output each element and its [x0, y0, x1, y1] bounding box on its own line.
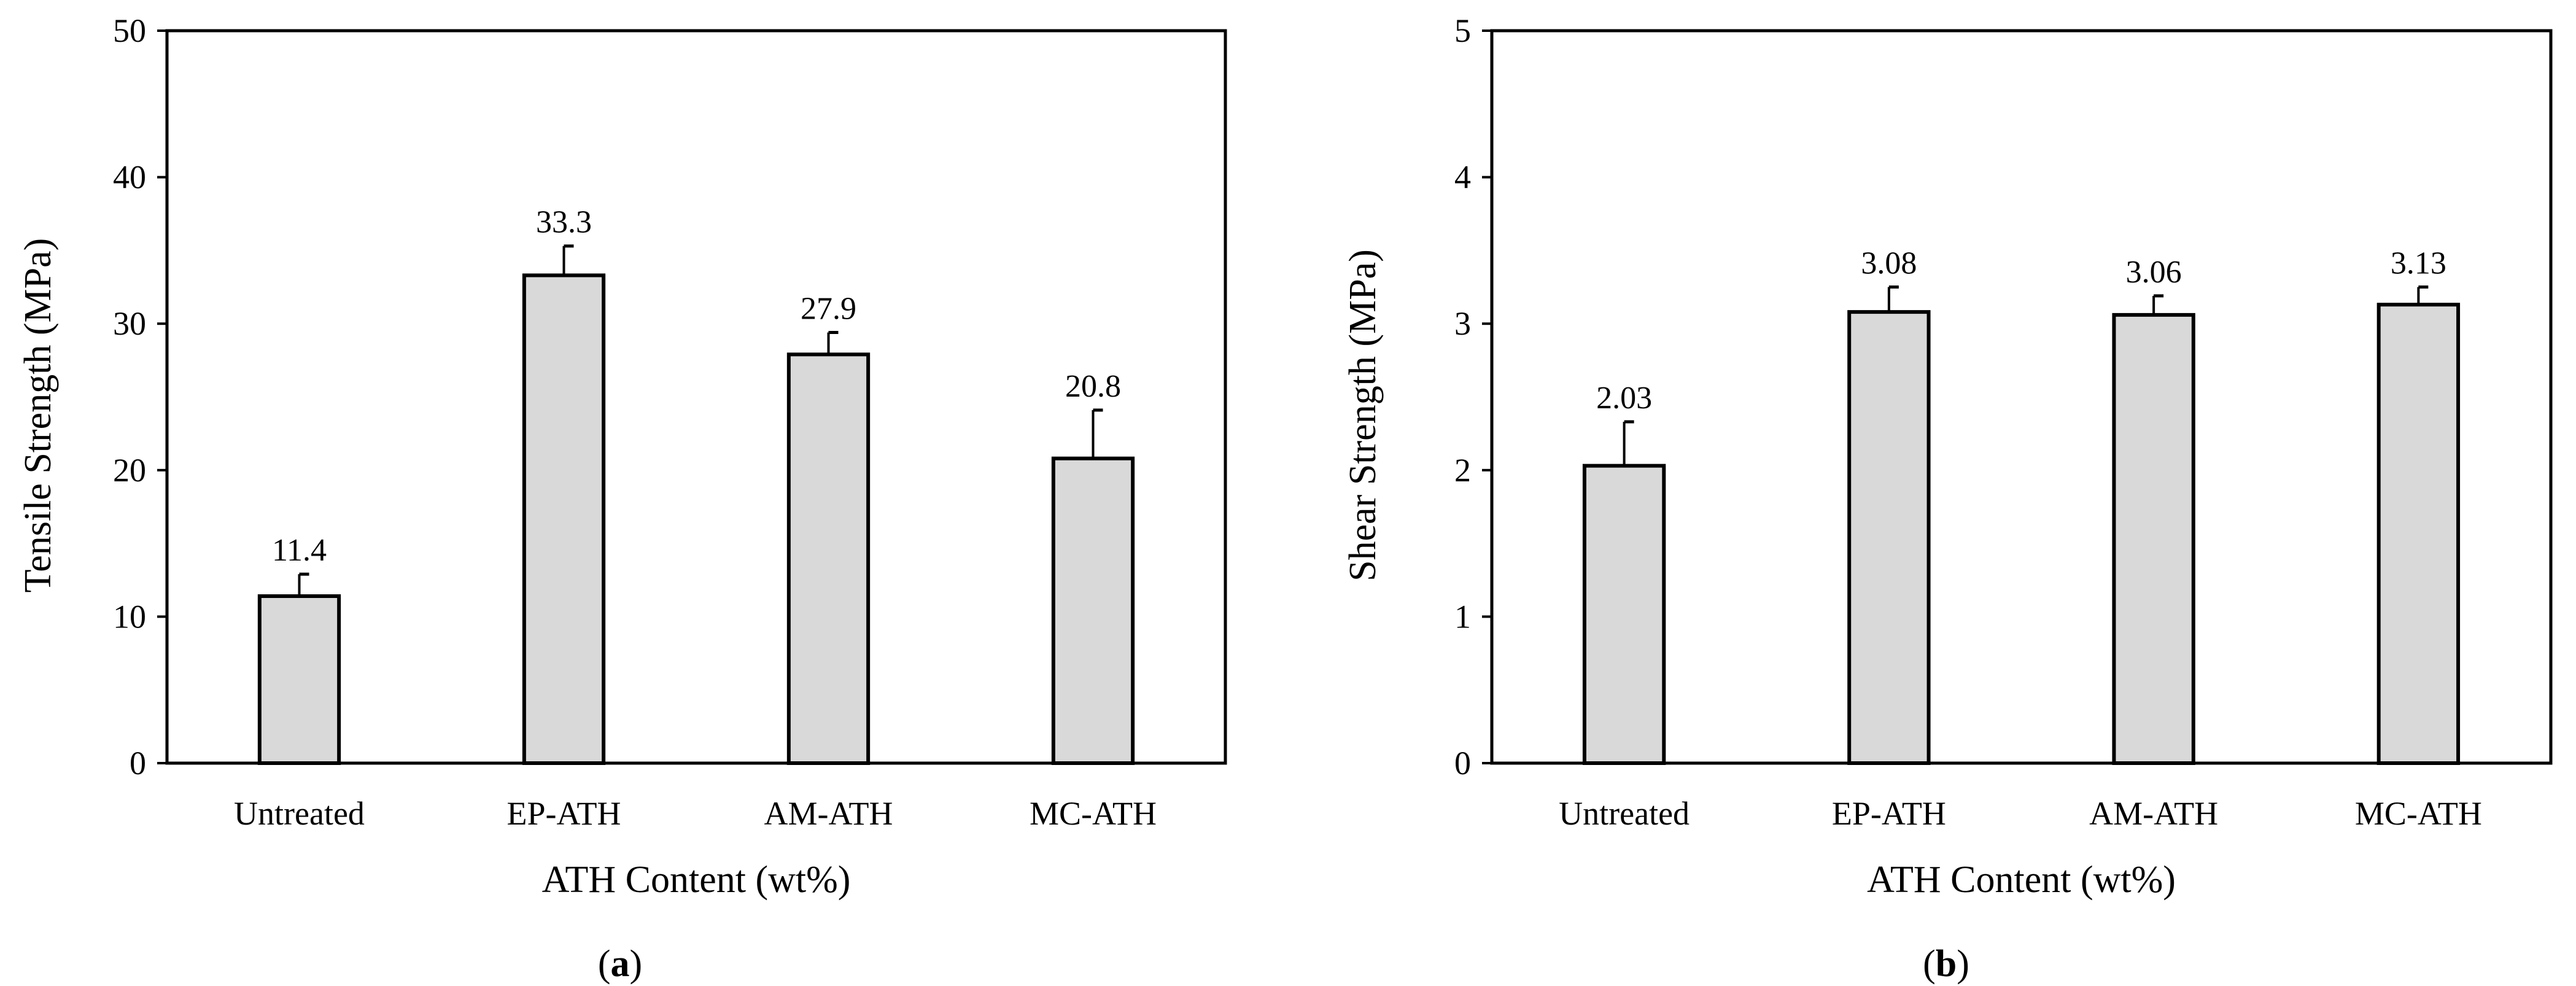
shear-strength-chart: 0 1 2 3 4 5 2.03 Untreated 3.08 EP-ATH 3.06 AM-ATH 3…: [1342, 12, 2553, 901]
bar: [786, 352, 871, 765]
panel-label-b-open: (: [1923, 943, 1936, 985]
data-label: 3.13: [2391, 246, 2446, 281]
x-tick-label: EP-ATH: [507, 795, 621, 832]
x-axis-title: ATH Content (wt%): [1867, 859, 2176, 901]
x-tick-label: AM-ATH: [2089, 795, 2218, 832]
y-tick-label: 20: [113, 452, 146, 489]
y-tick-label: 2: [1454, 452, 1471, 489]
tensile-strength-chart: 0 10 20 30 40 50 11.4 Untreated 33.3 EP-ATH 27.9 AM…: [17, 12, 1227, 901]
x-tick-label: AM-ATH: [764, 795, 893, 832]
y-axis-title: Tensile Strength (MPa): [17, 238, 59, 593]
panel-label-b-letter: b: [1936, 943, 1957, 985]
data-label: 2.03: [1596, 381, 1652, 416]
bar: [257, 594, 341, 765]
data-label: 3.06: [2126, 255, 2182, 290]
x-tick-label: Untreated: [1559, 795, 1690, 832]
y-tick-label: 3: [1454, 305, 1471, 342]
y-tick-label: 0: [130, 745, 146, 782]
bar: [1582, 464, 1666, 766]
bar: [522, 273, 606, 766]
x-tick-label: MC-ATH: [1030, 795, 1157, 832]
y-tick-label: 1: [1454, 598, 1471, 635]
y-tick-label: 0: [1454, 745, 1471, 782]
y-tick-label: 10: [113, 598, 146, 635]
panel-label-b: (b): [1923, 943, 1969, 985]
plot-frame: [165, 29, 1227, 765]
data-label: 11.4: [272, 533, 327, 568]
y-tick-label: 4: [1454, 159, 1471, 196]
bar: [2376, 303, 2461, 765]
y-tick-label: 40: [113, 159, 146, 196]
y-axis-title: Shear Strength (MPa): [1342, 249, 1384, 581]
data-label: 33.3: [536, 205, 592, 240]
x-axis-title: ATH Content (wt%): [542, 859, 851, 901]
x-tick-label: EP-ATH: [1832, 795, 1946, 832]
bar: [1847, 310, 1931, 765]
data-label: 20.8: [1065, 369, 1121, 404]
y-tick-label: 50: [113, 12, 146, 49]
panel-label-a-close: ): [630, 943, 643, 985]
panel-label-a: (a): [598, 943, 642, 985]
x-tick-label: MC-ATH: [2355, 795, 2482, 832]
panel-label-a-letter: a: [611, 943, 630, 985]
panel-label-b-close: ): [1957, 943, 1969, 985]
panel-label-a-open: (: [598, 943, 611, 985]
y-tick-label: 5: [1454, 12, 1471, 49]
y-tick-label: 30: [113, 305, 146, 342]
x-tick-label: Untreated: [234, 795, 365, 832]
plot-frame: [1490, 29, 2553, 765]
bar: [1051, 456, 1135, 765]
bar: [2112, 312, 2195, 765]
data-label: 3.08: [1861, 246, 1917, 281]
data-label: 27.9: [801, 292, 856, 327]
